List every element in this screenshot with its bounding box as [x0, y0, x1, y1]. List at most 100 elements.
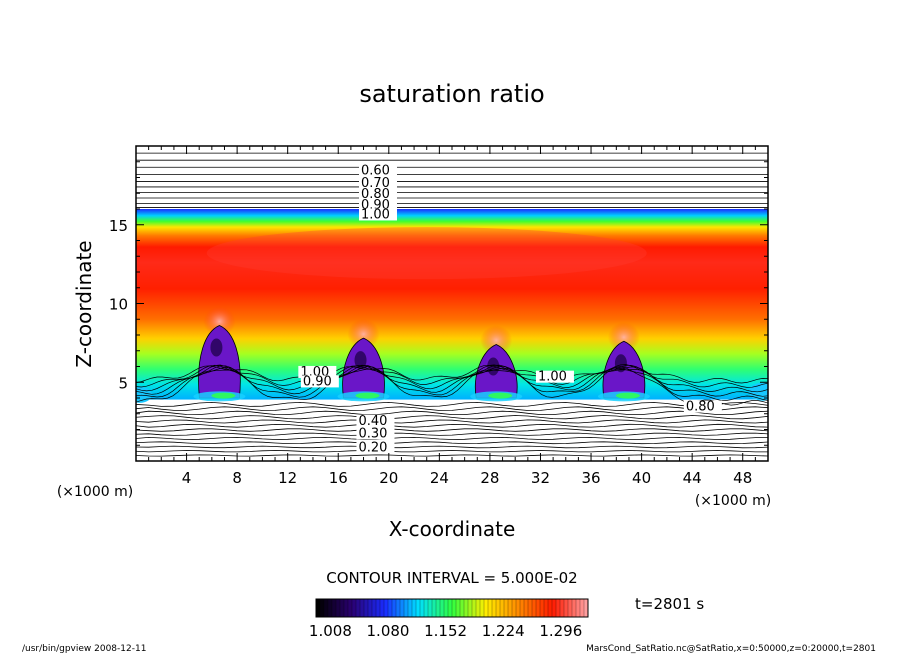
colorbar-cell — [559, 598, 565, 618]
band-core — [206, 227, 647, 280]
contour-label: 0.60 — [361, 163, 390, 178]
contour-line — [136, 450, 768, 453]
contour-label-bg — [683, 400, 722, 413]
colorbar-cell — [467, 598, 473, 618]
colorbar-cell — [507, 598, 513, 618]
colorbar-cell — [371, 598, 377, 618]
plume-base-core — [211, 392, 236, 399]
colorbar-cell — [315, 598, 321, 618]
colorbar-cell — [487, 598, 493, 618]
plume-base-core — [355, 392, 380, 399]
colorbar-frame — [315, 598, 589, 618]
colorbar-cell — [551, 598, 557, 618]
colorbar-cell — [571, 598, 577, 618]
contour-line — [136, 364, 768, 388]
colorbar-cell — [543, 598, 549, 618]
contour-line — [136, 415, 768, 420]
colorbar-cell — [407, 598, 413, 618]
plume-glow — [480, 325, 513, 356]
colorbar-cell — [423, 598, 429, 618]
contour-label: 0.70 — [361, 176, 390, 191]
plume-dark-core — [614, 354, 627, 373]
colorbar-cell — [527, 598, 533, 618]
colorbar-cell — [347, 598, 353, 618]
contour-label: 1.00 — [361, 207, 390, 222]
colorbar-cell — [383, 598, 389, 618]
saturation-field — [136, 209, 768, 400]
x-tick-label: 28 — [480, 469, 499, 487]
x-tick-labels: 4 8 12 16 20 24 28 32 36 40 44 48 — [182, 469, 752, 487]
x-axis-label: X-coordinate — [389, 517, 516, 541]
contour-label-bg — [298, 365, 337, 378]
x-tick-label: 24 — [430, 469, 449, 487]
colorbar-cell — [335, 598, 341, 618]
footer-left: /usr/bin/gpview 2008-12-11 — [22, 644, 146, 654]
contour-label-bg — [356, 414, 395, 427]
contour-label: 0.30 — [358, 426, 387, 441]
colorbar-cell — [439, 598, 445, 618]
colorbar-cell — [415, 598, 421, 618]
colorbar-cell — [399, 598, 405, 618]
colorbar-cell — [499, 598, 505, 618]
contour-interval-text: CONTOUR INTERVAL = 5.000E-02 — [326, 569, 577, 587]
colorbar-cell — [419, 598, 425, 618]
colorbar-cell — [463, 598, 469, 618]
colorbar-cell — [563, 598, 569, 618]
contour-label: 0.40 — [358, 414, 387, 429]
contour-label-bg — [535, 370, 574, 383]
contour-line — [136, 436, 768, 440]
colorbar-cell — [483, 598, 489, 618]
colorbar-cell — [495, 598, 501, 618]
colorbar-cell — [455, 598, 461, 618]
z-unit-label: (×1000 m) — [57, 484, 133, 500]
colorbar-cell — [331, 598, 337, 618]
colorbar-cell — [567, 598, 573, 618]
colorbar-cell — [451, 598, 457, 618]
contour-line — [136, 419, 768, 424]
contour-line — [136, 423, 768, 428]
edge-patch — [136, 386, 152, 403]
plume-base-core — [615, 392, 640, 399]
chart-title: saturation ratio — [359, 80, 544, 108]
plume-dark-core — [210, 338, 223, 357]
colorbar-cell — [475, 598, 481, 618]
x-tick-label: 48 — [733, 469, 752, 487]
y-axis-label: Z-coordinate — [72, 240, 96, 367]
contour-line — [136, 406, 768, 411]
x-tick-label: 16 — [329, 469, 348, 487]
y-tick-label: 10 — [109, 296, 128, 314]
colorbar-cell — [511, 598, 517, 618]
colorbar-tick-label: 1.008 — [309, 622, 352, 640]
contour-label-bg — [356, 441, 395, 454]
x-tick-label: 36 — [581, 469, 600, 487]
colorbar-cell — [343, 598, 349, 618]
contour-line — [136, 445, 768, 449]
colorbar-cell — [427, 598, 433, 618]
contour-label-bg — [358, 164, 397, 177]
colorbar-cell — [387, 598, 393, 618]
colorbar-cell — [411, 598, 417, 618]
contour-line — [136, 401, 768, 407]
contour-label-bg — [358, 176, 397, 189]
contour-label-bg — [358, 208, 397, 221]
contour-line — [136, 432, 768, 436]
colorbar-cell — [515, 598, 521, 618]
colorbar-cell — [355, 598, 361, 618]
colorbar-cell — [443, 598, 449, 618]
y-tick-labels: 5 10 15 — [109, 217, 128, 393]
colorbar-cell — [459, 598, 465, 618]
time-label: t=2801 s — [635, 595, 704, 613]
colorbar-cell — [435, 598, 441, 618]
contour-label-bg — [358, 187, 397, 200]
colorbar-cell — [379, 598, 385, 618]
contour-label-bg — [300, 375, 339, 388]
x-tick-label: 20 — [379, 469, 398, 487]
x-tick-label: 8 — [232, 469, 242, 487]
colorbar-cell — [391, 598, 397, 618]
colorbar-cell — [519, 598, 525, 618]
colorbar-cell — [503, 598, 509, 618]
colorbar-tick-label: 1.152 — [424, 622, 467, 640]
footer-right: MarsCond_SatRatio.nc@SatRatio,x=0:50000,… — [586, 644, 876, 654]
colorbar-tick-label: 1.296 — [539, 622, 582, 640]
colorbar-cell — [375, 598, 381, 618]
